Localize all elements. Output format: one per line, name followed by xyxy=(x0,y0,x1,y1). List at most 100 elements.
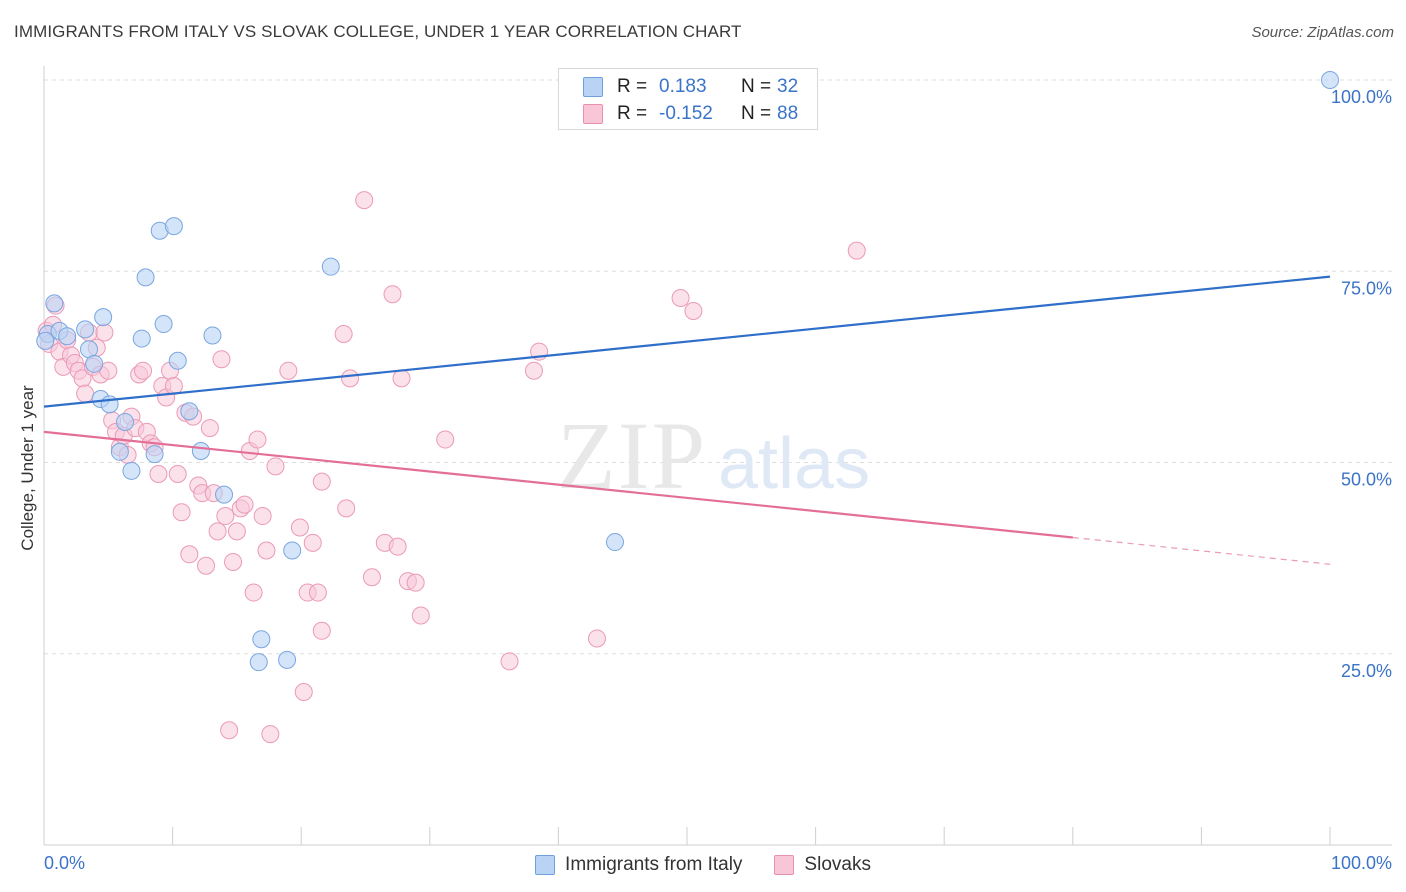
slovaks-point xyxy=(362,568,381,587)
italy-point xyxy=(76,320,95,339)
watermark-atlas: atlas xyxy=(718,424,870,504)
slovaks-point xyxy=(248,430,267,449)
italy-point xyxy=(136,268,155,287)
slovaks-point xyxy=(312,621,331,640)
slovaks-point xyxy=(587,629,606,648)
legend-r-label: R = xyxy=(617,103,648,124)
tick-labels: 25.0% 50.0% 75.0% 100.0% 0.0% 100.0% xyxy=(44,87,1392,873)
italy-point xyxy=(36,331,55,350)
italy-point xyxy=(164,217,183,236)
slovaks-point xyxy=(197,556,216,575)
slovaks-point xyxy=(212,350,231,369)
italy-point xyxy=(252,630,271,649)
legend-r-value: 0.183 xyxy=(659,76,707,97)
slovaks-point xyxy=(334,324,353,343)
grid-lines xyxy=(44,79,1392,655)
y-tick-label: 75.0% xyxy=(1341,278,1392,298)
slovaks-point xyxy=(436,430,455,449)
y-tick-label: 25.0% xyxy=(1341,661,1392,681)
slovaks-point xyxy=(253,507,272,526)
slovaks-point xyxy=(149,464,168,483)
slovaks-point xyxy=(168,464,187,483)
legend-n-value: 88 xyxy=(777,103,799,124)
italy-point xyxy=(116,412,135,431)
trend-lines xyxy=(43,275,1331,565)
italy-point xyxy=(283,541,302,560)
italy-point xyxy=(154,315,173,334)
x-tick-label: 0.0% xyxy=(44,853,85,873)
legend-r-value: -0.152 xyxy=(659,103,713,124)
legend-swatch-slovaks xyxy=(583,104,603,124)
slovaks-point xyxy=(76,384,95,403)
legend-row-slovaks: R = -0.152 N = 88 xyxy=(583,101,798,127)
y-tick-label: 100.0% xyxy=(1331,87,1392,107)
italy-point xyxy=(203,326,222,345)
slovaks-point xyxy=(227,522,246,541)
italy-point xyxy=(215,485,234,504)
slovaks-point xyxy=(392,369,411,388)
italy-point xyxy=(278,650,297,669)
italy-points xyxy=(36,71,1339,672)
y-tick-label: 50.0% xyxy=(1341,470,1392,490)
chart-title: IMMIGRANTS FROM ITALY VS SLOVAK COLLEGE,… xyxy=(14,22,742,41)
slovaks-point xyxy=(500,652,519,671)
slovaks-point xyxy=(524,361,543,380)
slovaks-point xyxy=(216,507,235,526)
y-axis-label: College, Under 1 year xyxy=(18,385,37,551)
italy-point xyxy=(1321,71,1339,89)
axes xyxy=(43,66,1392,846)
legend-label-slovaks: Slovaks xyxy=(804,854,871,875)
slovaks-point xyxy=(290,518,309,537)
slovaks-point xyxy=(261,725,280,744)
slovaks-point xyxy=(303,533,322,552)
slovaks-point xyxy=(95,323,114,342)
italy-point xyxy=(145,445,164,464)
slovaks-point xyxy=(341,369,360,388)
correlation-legend: R = 0.183 N = 32 R = -0.152 N = 88 xyxy=(558,68,818,130)
slovaks-trend-extension xyxy=(1072,536,1331,565)
legend-n-label: N = xyxy=(741,76,772,97)
italy-point xyxy=(85,354,104,373)
italy-point xyxy=(168,351,187,370)
legend-swatch-slovaks xyxy=(774,855,795,875)
slovaks-point xyxy=(847,241,866,260)
legend-label-italy: Immigrants from Italy xyxy=(565,854,743,875)
slovaks-point xyxy=(134,361,153,380)
slovaks-point xyxy=(355,191,374,210)
legend-n-value: 32 xyxy=(777,76,799,97)
watermark: ZIP atlas xyxy=(557,402,870,509)
legend-swatch-italy xyxy=(583,77,603,97)
italy-point xyxy=(94,308,113,327)
slovaks-point xyxy=(172,503,191,522)
legend-item-italy[interactable]: Immigrants from Italy xyxy=(535,854,742,876)
slovaks-point xyxy=(684,302,703,321)
slovaks-point xyxy=(294,683,313,701)
italy-point xyxy=(180,402,199,421)
legend-item-slovaks[interactable]: Slovaks xyxy=(774,854,871,876)
slovaks-point xyxy=(220,721,239,740)
slovaks-point xyxy=(180,545,199,564)
italy-point xyxy=(110,442,129,461)
source-label: Source: ZipAtlas.com xyxy=(1251,24,1394,41)
x-tick-label: 100.0% xyxy=(1331,853,1392,873)
italy-point xyxy=(191,442,210,461)
slovaks-point xyxy=(411,606,430,625)
italy-trend-line xyxy=(43,275,1331,408)
slovaks-point xyxy=(208,522,227,541)
slovaks-point xyxy=(257,541,276,560)
legend-r-label: R = xyxy=(617,76,648,97)
italy-point xyxy=(132,329,151,348)
slovaks-point xyxy=(383,285,402,304)
slovaks-trend-line xyxy=(43,430,1073,539)
slovaks-point xyxy=(406,573,425,592)
legend-swatch-italy xyxy=(535,855,556,875)
slovaks-point xyxy=(279,361,298,380)
slovaks-point xyxy=(671,289,690,308)
italy-point xyxy=(58,327,77,346)
series-legend: Immigrants from Italy Slovaks xyxy=(0,852,1406,878)
italy-point xyxy=(122,461,141,480)
italy-point xyxy=(321,257,340,276)
slovaks-point xyxy=(308,583,327,602)
slovaks-point xyxy=(200,419,219,438)
